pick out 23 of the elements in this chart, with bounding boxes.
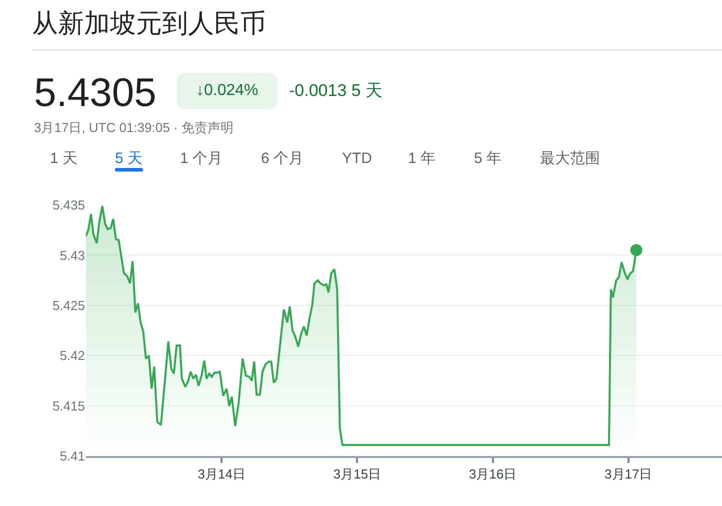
x-tick-label: 3月14日 xyxy=(198,466,246,482)
text: 1 天 xyxy=(50,150,78,167)
y-tick-label: 5.425 xyxy=(52,298,85,313)
text: 1 年 xyxy=(408,150,436,167)
y-tick-label: 5.43 xyxy=(60,248,85,263)
text: 6 个月 xyxy=(261,150,304,167)
text: YTD xyxy=(342,150,372,167)
y-tick-label: 5.42 xyxy=(60,348,85,364)
y-tick-label: 5.41 xyxy=(60,448,85,464)
chart-title: 从新加坡元到人民币 xyxy=(32,8,266,38)
text: 5.4305 xyxy=(34,71,156,115)
text: 5 天 xyxy=(115,150,143,167)
y-tick-label: 5.415 xyxy=(52,398,85,414)
text: 3月17日, UTC 01:39:05 · 免责声明 xyxy=(34,120,234,135)
y-tick-label: 5.435 xyxy=(52,198,85,213)
text: 最大范围 xyxy=(540,150,600,167)
text: 1 个月 xyxy=(180,150,223,167)
text: 5 年 xyxy=(474,150,502,167)
text: -0.0013 5 天 xyxy=(289,81,383,100)
x-tick-label: 3月15日 xyxy=(333,466,382,482)
x-tick-label: 3月17日 xyxy=(604,466,652,482)
text: ↓0.024% xyxy=(196,82,258,99)
x-tick-label: 3月16日 xyxy=(468,466,517,482)
